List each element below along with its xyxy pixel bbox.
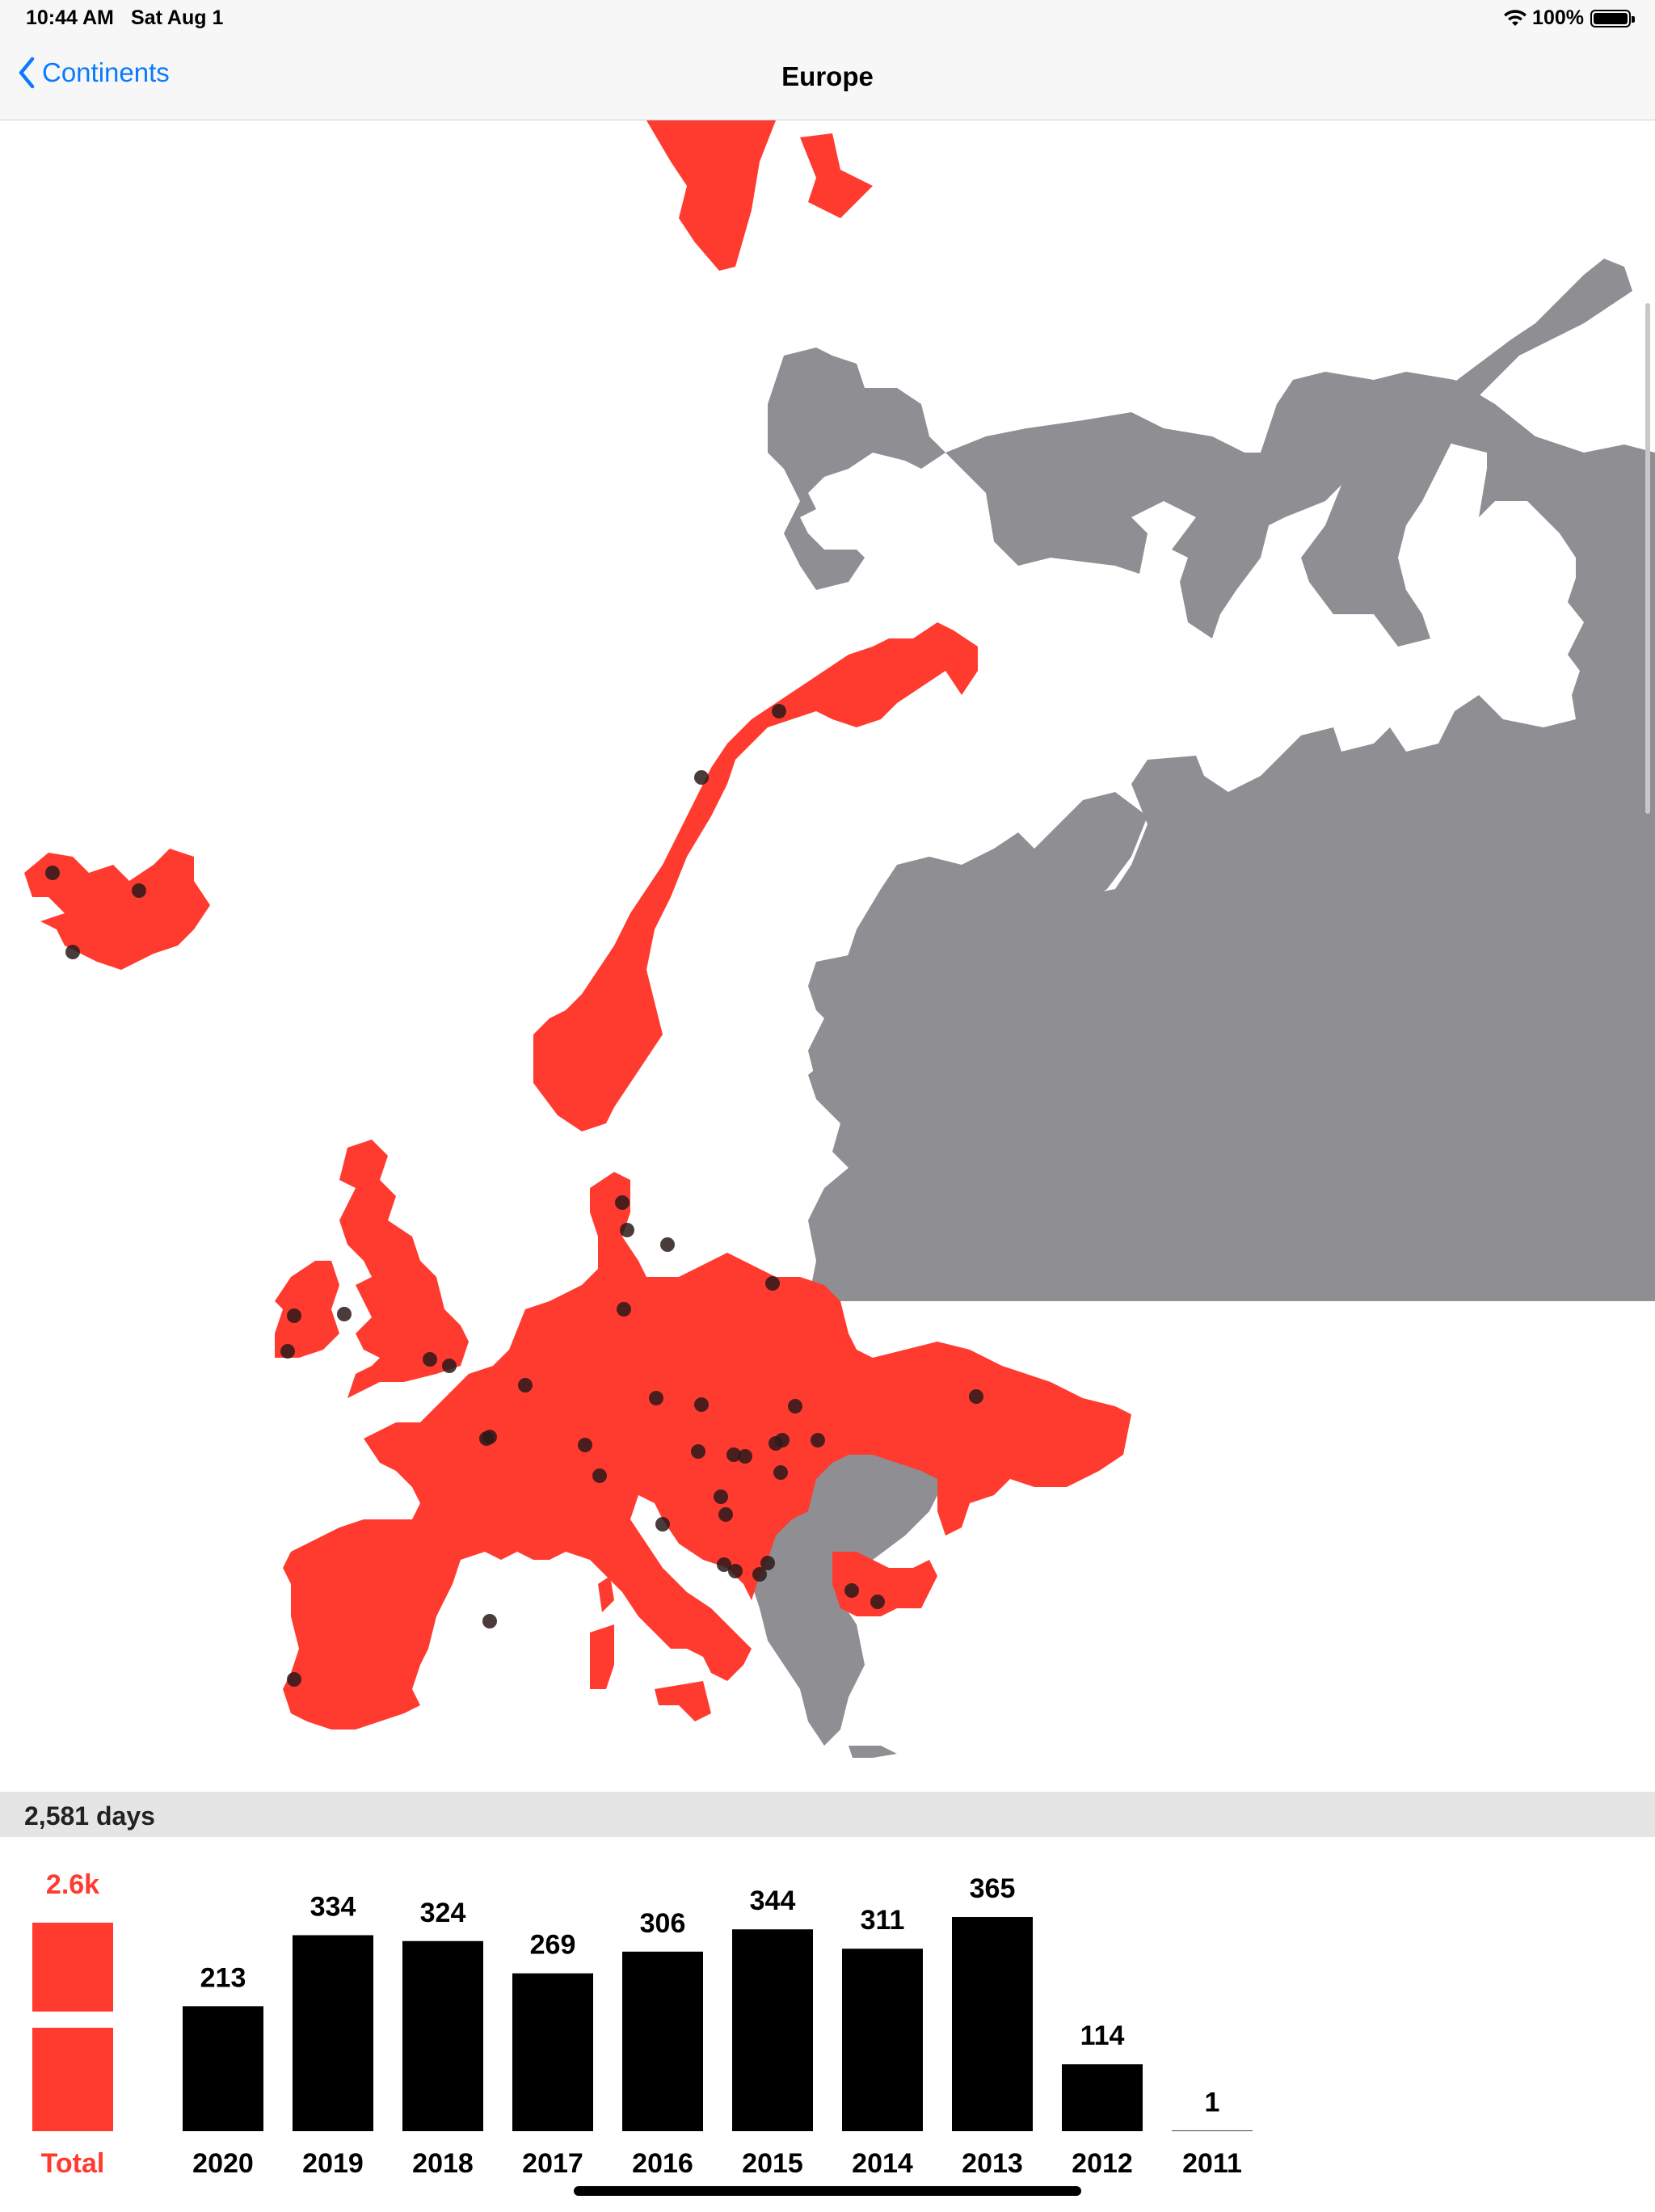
back-button-label: Continents <box>42 57 170 87</box>
bar-category-label: 2016 <box>632 2148 693 2179</box>
summary-header: 2,581 days <box>0 1792 1655 1837</box>
chevron-left-icon <box>19 57 35 89</box>
region-svalbard[interactable] <box>646 120 873 271</box>
europe-map[interactable] <box>0 120 1655 1792</box>
status-right: 100% <box>1503 6 1635 30</box>
region-bulgaria[interactable] <box>832 1552 937 1616</box>
bar-value-label: 311 <box>861 1905 905 1936</box>
bar-2019 <box>293 1935 373 2131</box>
total-value-label: 2.6k <box>46 1869 99 1900</box>
bar-value-label: 365 <box>970 1873 1016 1904</box>
bar-category-label: 2020 <box>192 2148 254 2179</box>
total-bar-segment <box>32 1923 113 2012</box>
bar-2015 <box>732 1929 813 2131</box>
region-sicily[interactable] <box>655 1681 711 1721</box>
days-count: 2,581 days <box>24 1801 155 1831</box>
bar-value-label: 1 <box>1205 2087 1220 2117</box>
region-novaya-zemlya[interactable] <box>1301 259 1632 647</box>
status-date: Sat Aug 1 <box>131 6 224 29</box>
bar-value-label: 269 <box>530 1930 576 1961</box>
bar-category-label: 2011 <box>1182 2148 1242 2179</box>
region-iceland[interactable] <box>24 849 210 970</box>
wifi-icon <box>1504 9 1527 26</box>
bar-2013 <box>952 1917 1033 2131</box>
home-indicator[interactable] <box>574 2186 1081 2196</box>
page-title: Europe <box>781 61 874 91</box>
region-great-britain[interactable] <box>339 1140 469 1398</box>
bar-2016 <box>622 1951 703 2131</box>
bar-value-label: 306 <box>640 1908 686 1939</box>
bar-value-label: 213 <box>200 1962 246 1993</box>
bar-category-label: 2017 <box>522 2148 583 2179</box>
scroll-indicator[interactable] <box>1645 303 1650 814</box>
bar-chart: 2.6k Total 213 2020 334 2019 324 2018 269 2017 306… <box>32 1869 1253 2179</box>
bar-value-label: 324 <box>420 1898 466 1928</box>
bar-2018 <box>402 1940 483 2131</box>
bar-2020 <box>183 2006 263 2131</box>
back-button[interactable]: Continents <box>18 57 170 89</box>
bar-category-label: 2014 <box>852 2148 913 2179</box>
map-view[interactable] <box>0 120 1655 1792</box>
bar-category-label: 2013 <box>962 2148 1023 2179</box>
bar-2017 <box>512 1973 593 2131</box>
bar-value-label: 344 <box>750 1885 796 1916</box>
region-finland[interactable] <box>808 792 1148 1099</box>
battery-percent: 100% <box>1532 6 1584 29</box>
battery-icon <box>1590 9 1635 27</box>
bar-2012 <box>1062 2064 1143 2131</box>
bar-value-label: 114 <box>1080 2020 1125 2051</box>
bar-2011 <box>1172 2130 1253 2131</box>
bar-2014 <box>842 1949 923 2131</box>
region-russia[interactable] <box>768 348 1655 1301</box>
region-ireland[interactable] <box>275 1261 339 1358</box>
total-category-label: Total <box>41 2148 105 2179</box>
region-western-central-europe[interactable] <box>283 1172 1131 1730</box>
navigation-bar: Continents Europe <box>0 39 1655 120</box>
status-time: 10:44 AM <box>26 6 114 29</box>
region-corsica[interactable] <box>598 1576 614 1612</box>
bar-category-label: 2012 <box>1072 2148 1133 2179</box>
status-bar: 10:44 AM Sat Aug 1 100% <box>0 0 1655 39</box>
bar-category-label: 2018 <box>412 2148 474 2179</box>
visit-markers <box>45 704 983 1687</box>
region-norway[interactable] <box>533 622 978 1131</box>
bar-category-label: 2019 <box>302 2148 364 2179</box>
total-bar-segment <box>32 2028 113 2131</box>
bar-category-label: 2015 <box>742 2148 803 2179</box>
bar-value-label: 334 <box>310 1892 356 1923</box>
yearly-days-chart: 2.6k Total 213 2020 334 2019 324 2018 269 2017 306… <box>0 1837 1655 2208</box>
region-crete[interactable] <box>849 1746 897 1758</box>
region-sardinia[interactable] <box>590 1624 614 1689</box>
